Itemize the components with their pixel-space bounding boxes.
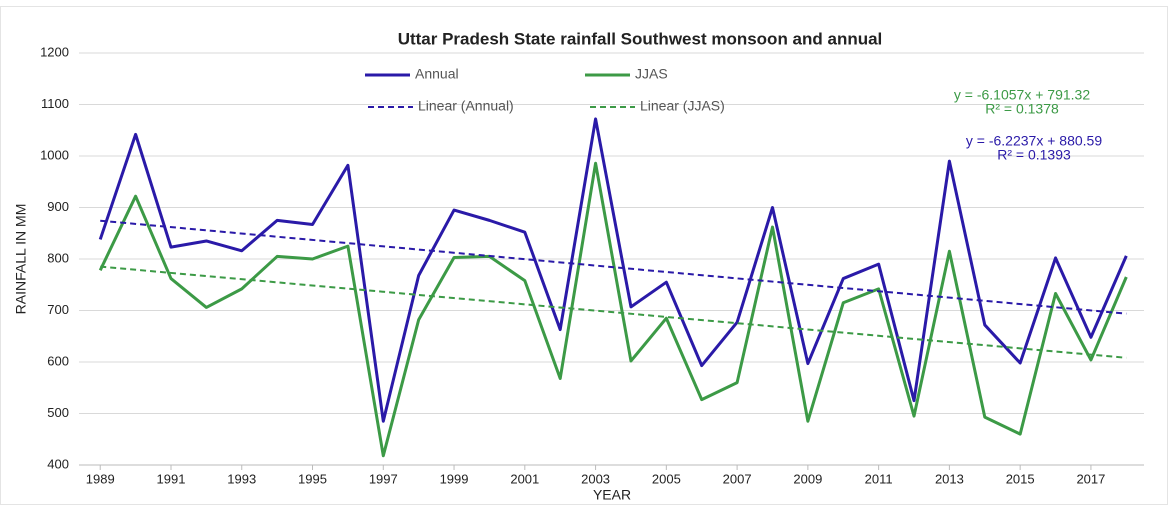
legend-label: Linear (JJAS) [640,98,725,114]
line-series [98,117,1128,423]
x-tick-label: 2017 [1076,471,1105,486]
y-tick-label: 1000 [40,147,69,162]
x-tick-label: 2013 [935,471,964,486]
y-tick-label: 1100 [41,96,69,111]
y-tick-label: 700 [47,302,69,317]
x-tick-label: 2003 [581,471,610,486]
frame [0,6,1168,505]
legend-label: Annual [415,66,459,82]
x-tick-label: 2009 [793,471,822,486]
x-axis-label: YEAR [593,487,631,503]
y-tick-label: 1200 [40,44,69,59]
trend-line [100,219,1127,315]
legend-label: JJAS [635,66,668,82]
y-tick-label: 600 [47,353,69,368]
trend-line [100,265,1127,359]
x-tick-label: 2007 [723,471,752,486]
y-tick-label: 500 [47,405,69,420]
x-tick-label: 1993 [227,471,256,486]
legend-label: Linear (Annual) [418,98,514,114]
x-tick-label: 2005 [652,471,681,486]
line-series [98,161,1128,458]
y-tick-label: 800 [47,250,69,265]
x-tick-label: 1991 [157,471,186,486]
trend-equation: R² = 0.1393 [997,147,1071,163]
x-tick-label: 1999 [440,471,469,486]
x-tick-label: 2015 [1006,471,1035,486]
y-tick-label: 900 [47,199,69,214]
x-tick-label: 2011 [865,471,893,486]
x-tick-label: 1989 [86,471,115,486]
trend-equation: y = -6.1057x + 791.32 [954,87,1090,103]
trend-equation: R² = 0.1378 [985,101,1059,117]
x-tick-label: 1995 [298,471,327,486]
x-tick-label: 2001 [510,471,539,486]
y-tick-label: 400 [47,456,69,471]
trend-equation: y = -6.2237x + 880.59 [966,133,1102,149]
chart-title: Uttar Pradesh State rainfall Southwest m… [398,29,883,48]
y-axis-label: RAINFALL IN MM [13,204,29,315]
x-tick-label: 1997 [369,471,398,486]
